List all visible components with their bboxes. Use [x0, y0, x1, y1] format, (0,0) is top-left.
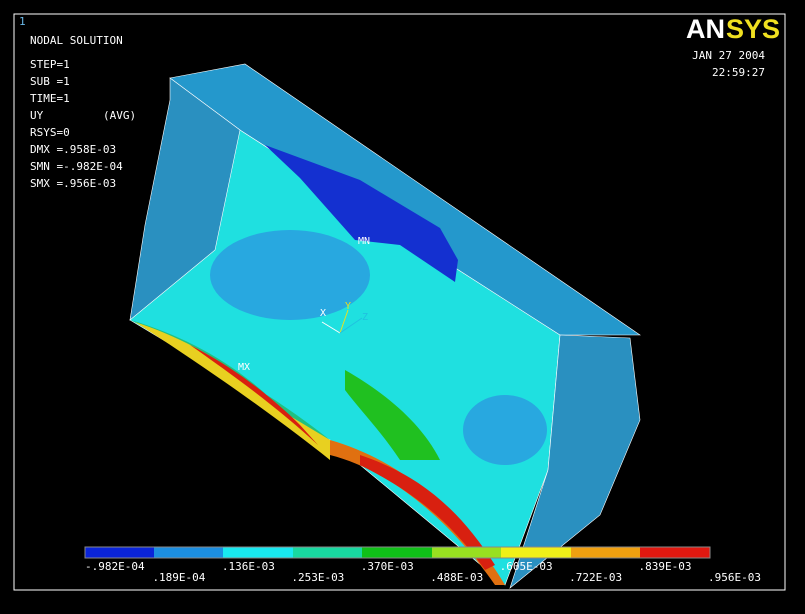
legend-label: .253E-03 [291, 571, 344, 584]
legend-label: .722E-03 [569, 571, 622, 584]
frame [13, 13, 786, 591]
triad-z-label: Z [362, 312, 368, 323]
legend-label: .956E-03 [708, 571, 761, 584]
triad-x-axis [321, 321, 341, 334]
right-end-face [509, 334, 641, 589]
window-number: 1 [19, 15, 26, 28]
triad-y-label: Y [345, 301, 351, 312]
info-line: DMX =.958E-03 [30, 143, 116, 156]
legend-band [362, 547, 432, 558]
triad-x-label: X [320, 308, 326, 319]
legend-band [154, 547, 224, 558]
logo-left: AN [686, 14, 725, 44]
low-region [210, 230, 370, 320]
info-line: NODAL SOLUTION [30, 34, 123, 47]
info-line: SMN =-.982E-04 [30, 160, 123, 173]
legend-label: .136E-03 [222, 560, 275, 573]
legend-band [293, 547, 363, 558]
date: JAN 27 2004 [692, 49, 765, 62]
color-legend [84, 546, 711, 559]
min-region [265, 145, 458, 282]
legend-band [640, 547, 710, 558]
time: 22:59:27 [712, 66, 765, 79]
info-block: NODAL SOLUTION STEP=1 SUB =1 TIME=1 UY (AVG) R… [30, 34, 136, 190]
legend-band [501, 547, 571, 558]
legend-band [223, 547, 293, 558]
info-line: SUB =1 [30, 75, 70, 88]
info-line: SMX =.956E-03 [30, 177, 116, 190]
legend-label: -.982E-04 [85, 560, 145, 573]
info-line: UY [30, 109, 44, 122]
info-line: RSYS=0 [30, 126, 70, 139]
max-marker: MX [238, 362, 250, 373]
mid-region [345, 370, 440, 460]
legend-label: .370E-03 [361, 560, 414, 573]
legend-band [432, 547, 502, 558]
triad-y-axis [339, 309, 349, 334]
low-region [463, 395, 547, 465]
triad: X Y Z [320, 301, 368, 334]
info-line: (AVG) [103, 109, 136, 122]
legend-band [85, 547, 155, 558]
legend-border [84, 546, 711, 559]
info-line: TIME=1 [30, 92, 70, 105]
info-line: STEP=1 [30, 58, 70, 71]
legend-label: .488E-03 [430, 571, 483, 584]
min-marker: MN [358, 236, 370, 247]
legend-band [571, 547, 641, 558]
legend-labels: -.982E-04 .189E-04 .136E-03 .253E-03 .370E-0… [85, 560, 761, 584]
triad-z-axis [339, 317, 363, 334]
legend-label: .189E-04 [152, 571, 205, 584]
legend-label: .605E-03 [500, 560, 553, 573]
model [129, 63, 641, 589]
logo-right: SYS [726, 14, 780, 44]
legend-label: .839E-03 [639, 560, 692, 573]
high-region [330, 440, 505, 585]
